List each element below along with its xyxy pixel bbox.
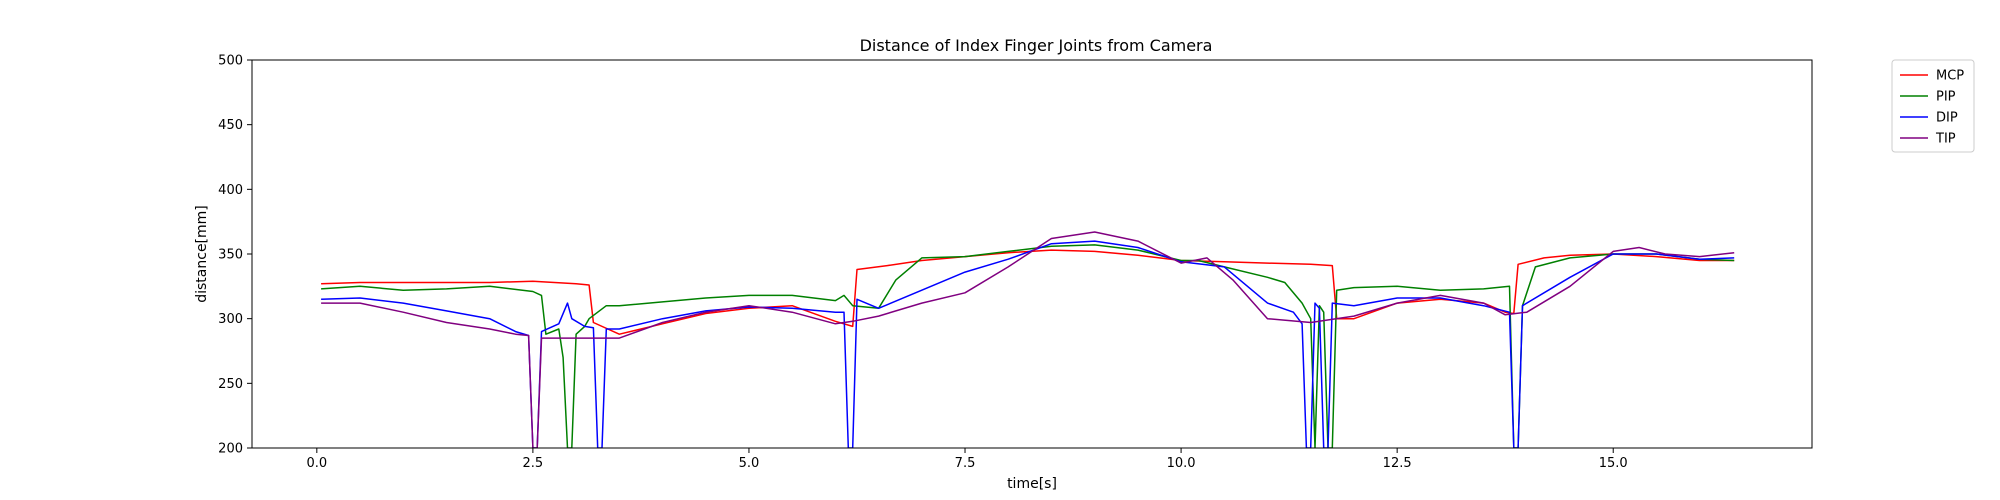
y-tick-label: 500 — [218, 54, 243, 69]
y-tick-label: 300 — [218, 312, 243, 327]
series-line-pip — [321, 244, 1735, 448]
x-tick-label: 7.5 — [955, 456, 976, 471]
chart-title: Distance of Index Finger Joints from Cam… — [860, 36, 1213, 55]
series-line-dip — [321, 240, 1735, 448]
legend-label-pip: PIP — [1936, 90, 1956, 105]
legend-box — [1891, 59, 1975, 153]
legend-label-tip: TIP — [1935, 132, 1956, 147]
axes-frame — [251, 59, 1813, 449]
y-tick-label: 450 — [218, 118, 243, 133]
y-tick-label: 400 — [218, 183, 243, 198]
plot-area — [321, 231, 1735, 448]
legend-label-mcp: MCP — [1936, 69, 1964, 84]
x-tick-label: 2.5 — [523, 456, 544, 471]
y-axis-label: distance[mm] — [194, 205, 210, 303]
x-tick-label: 5.0 — [739, 456, 760, 471]
axis-ticks: 0.0 2.5 5.0 7.5 10.0 12.5 15.0 200 250 300 350 400 4… — [218, 54, 1628, 472]
x-tick-label: 12.5 — [1383, 456, 1412, 471]
x-tick-label: 10.0 — [1167, 456, 1196, 471]
y-tick-label: 250 — [218, 377, 243, 392]
legend: MCP PIP DIP TIP — [1891, 59, 1975, 153]
x-tick-label: 0.0 — [306, 456, 327, 471]
x-tick-label: 15.0 — [1599, 456, 1628, 471]
y-tick-label: 350 — [218, 248, 243, 263]
y-tick-label: 200 — [218, 442, 243, 457]
x-axis-label: time[s] — [1007, 476, 1057, 492]
legend-label-dip: DIP — [1936, 111, 1958, 126]
series-line-tip — [321, 231, 1735, 448]
